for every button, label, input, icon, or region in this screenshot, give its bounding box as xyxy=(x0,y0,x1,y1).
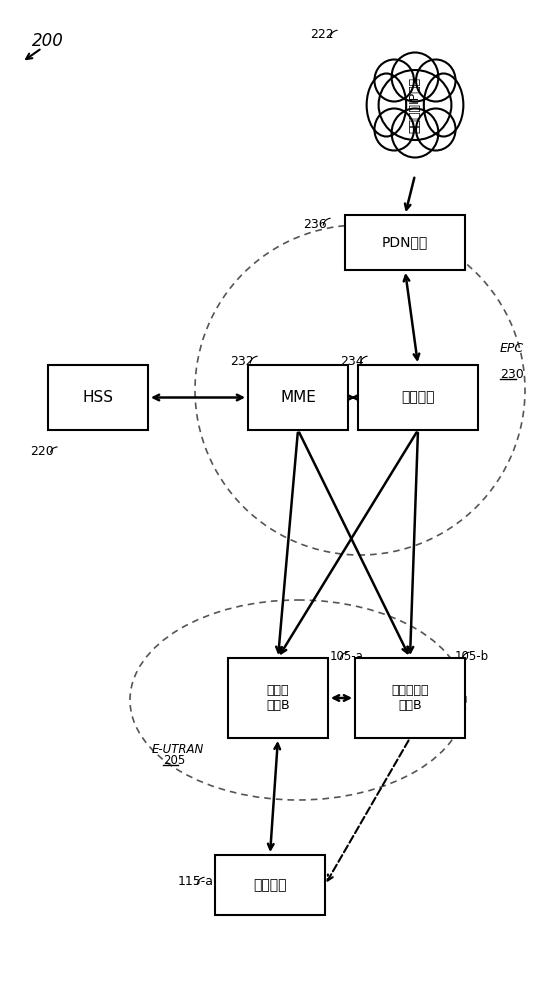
Text: HSS: HSS xyxy=(83,390,113,405)
Text: 232: 232 xyxy=(230,355,254,368)
Ellipse shape xyxy=(374,108,414,150)
Text: 200: 200 xyxy=(32,32,64,50)
Text: 用户设备: 用户设备 xyxy=(253,878,287,892)
Text: 105-b: 105-b xyxy=(455,650,489,663)
FancyBboxPatch shape xyxy=(355,658,465,738)
Text: E-UTRAN: E-UTRAN xyxy=(152,743,204,756)
Ellipse shape xyxy=(379,70,452,140)
FancyBboxPatch shape xyxy=(358,365,478,430)
Text: 222: 222 xyxy=(310,28,334,41)
Text: 115-a: 115-a xyxy=(178,875,214,888)
Text: 其它演进型
节点B: 其它演进型 节点B xyxy=(391,684,429,712)
Text: 234: 234 xyxy=(340,355,364,368)
Text: EPC: EPC xyxy=(500,342,524,355)
Text: 105-a: 105-a xyxy=(330,650,364,663)
Ellipse shape xyxy=(392,52,438,102)
FancyBboxPatch shape xyxy=(345,215,465,270)
FancyBboxPatch shape xyxy=(248,365,348,430)
Text: 服务网关: 服务网关 xyxy=(401,390,435,404)
Ellipse shape xyxy=(416,60,455,102)
Ellipse shape xyxy=(374,60,414,102)
Text: PDN网关: PDN网关 xyxy=(382,235,428,249)
FancyBboxPatch shape xyxy=(48,365,148,430)
Text: 220: 220 xyxy=(30,445,54,458)
Text: 230: 230 xyxy=(500,368,524,381)
Ellipse shape xyxy=(416,108,455,150)
Text: 236: 236 xyxy=(303,218,327,231)
Text: 运营商的IP服务: 运营商的IP服务 xyxy=(408,77,421,133)
Ellipse shape xyxy=(367,74,406,136)
Text: MME: MME xyxy=(280,390,316,405)
FancyBboxPatch shape xyxy=(228,658,328,738)
Text: 205: 205 xyxy=(163,754,185,767)
Text: 演进型
节点B: 演进型 节点B xyxy=(266,684,290,712)
Ellipse shape xyxy=(392,108,438,157)
Ellipse shape xyxy=(424,74,464,136)
FancyBboxPatch shape xyxy=(215,855,325,915)
